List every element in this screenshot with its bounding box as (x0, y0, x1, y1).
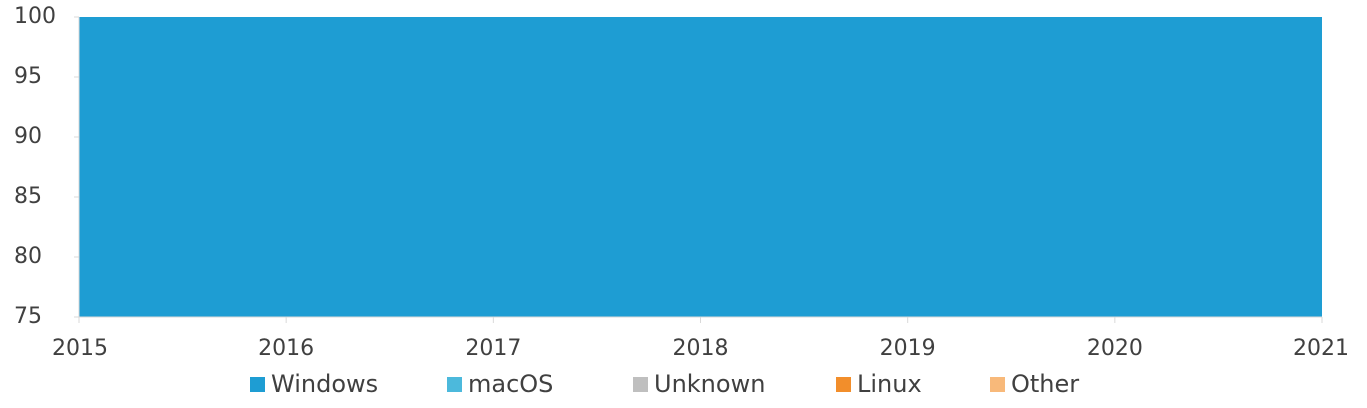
legend-swatch (250, 377, 265, 392)
legend-swatch (836, 377, 851, 392)
y-tick-label: 95 (14, 64, 42, 89)
legend-label: macOS (468, 370, 553, 398)
y-tick-label: 90 (14, 124, 42, 149)
x-tick-label: 2018 (673, 336, 729, 361)
legend-label: Linux (857, 370, 922, 398)
legend-swatch (447, 377, 462, 392)
x-tick-label: 2021 (1293, 336, 1349, 361)
legend-label: Windows (271, 370, 378, 398)
legend-label: Unknown (654, 370, 765, 398)
legend-swatch (990, 377, 1005, 392)
y-tick-label: 80 (14, 244, 42, 269)
legend-swatch (633, 377, 648, 392)
x-tick-label: 2019 (880, 336, 936, 361)
x-tick-label: 2020 (1087, 336, 1143, 361)
x-tick-label: 2016 (258, 336, 314, 361)
x-tick-label: 2015 (52, 336, 108, 361)
legend-label: Other (1011, 370, 1079, 398)
y-tick-label: 85 (14, 184, 42, 209)
area (79, 17, 1322, 317)
x-tick-label: 2017 (465, 336, 521, 361)
y-tick-label: 100 (14, 4, 56, 29)
y-tick-label: 75 (14, 304, 42, 329)
